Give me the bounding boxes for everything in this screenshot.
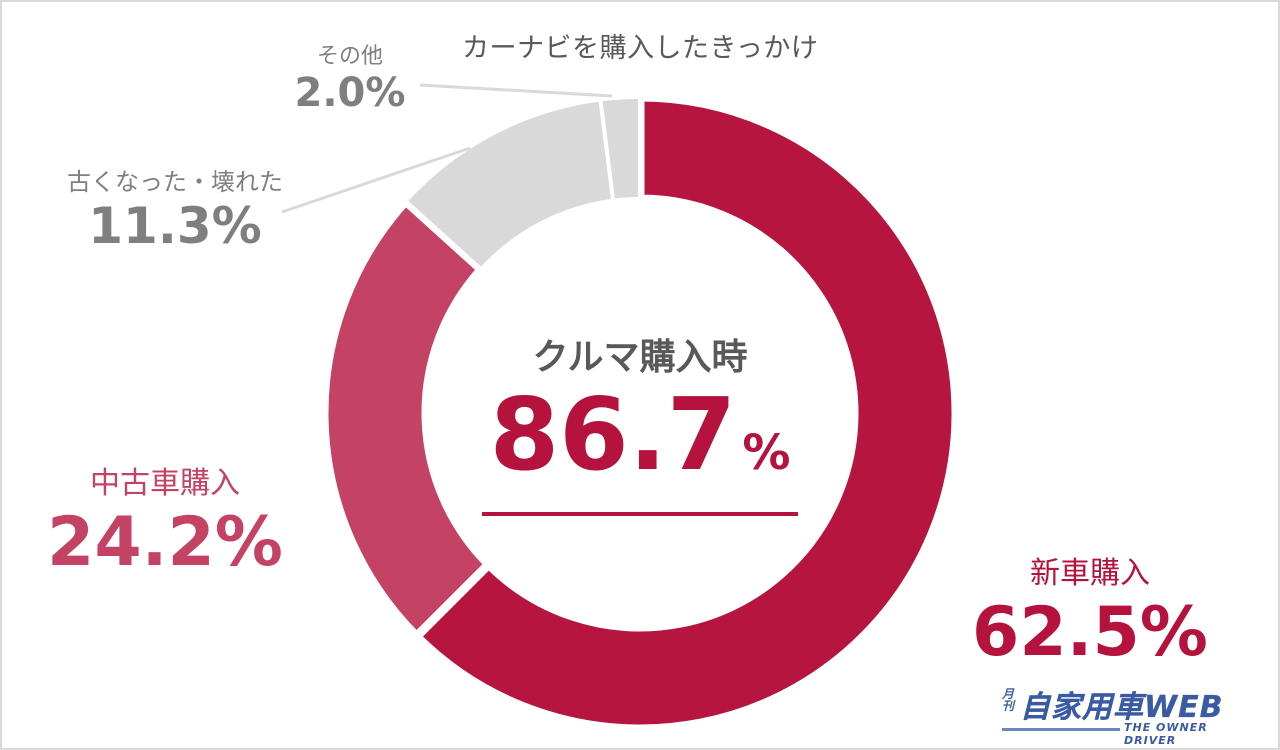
label-other-pct: 2.0% [294,70,406,116]
logo-underline [1002,728,1120,731]
center-label: クルマ購入時 [532,337,748,378]
chart-title: カーナビを購入したきっかけ [462,33,819,64]
label-old-broken-pct: 11.3% [88,197,262,255]
leader-line-other [419,83,613,98]
label-used-car: 中古車購入 24.2% [20,458,310,584]
publisher-logo: 月刊 自家用車WEB THE OWNER DRIVER [1002,686,1252,747]
slice-new-car [410,92,961,734]
center-value-wrap: 86.7% [481,380,799,516]
label-used-car-pct: 24.2% [47,503,283,582]
logo-tagline: THE OWNER DRIVER [1124,721,1208,747]
slice-other [598,94,642,203]
leader-line-old-broken [281,146,471,214]
label-other-name: その他 [316,44,383,69]
center-annotation: クルマ購入時 86.7% [455,328,825,516]
center-value: 86.7 [489,376,737,493]
label-old-broken-name: 古くなった・壊れた [67,168,283,196]
label-new-car-pct: 62.5% [972,593,1208,672]
label-other: その他 2.0% [280,38,420,116]
label-old-broken: 古くなった・壊れた 11.3% [55,162,295,255]
slice-used-car [319,194,496,643]
logo-mark: 月刊 [1002,687,1015,713]
center-unit: % [742,425,791,481]
label-used-car-name: 中古車購入 [90,466,240,501]
label-new-car: 新車購入 62.5% [940,548,1240,674]
label-new-car-name: 新車購入 [1030,556,1150,591]
logo-main: 自家用車WEB [1020,690,1224,725]
